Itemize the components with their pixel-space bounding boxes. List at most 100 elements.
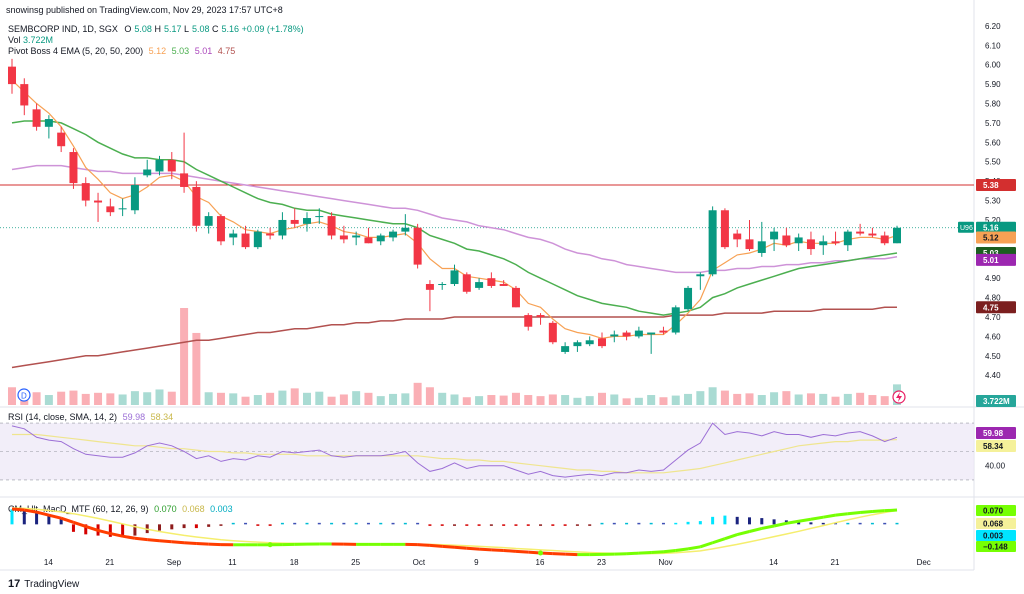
macd-histogram-bar xyxy=(22,510,26,525)
volume-bar xyxy=(499,395,508,405)
macd-badge-value: 0.003 xyxy=(983,532,1004,541)
symbol-title[interactable]: SEMBCORP IND, 1D, SGX xyxy=(8,24,118,34)
macd-histogram-bar xyxy=(133,524,137,536)
macd-line-segment xyxy=(552,552,566,556)
macd-badge xyxy=(976,541,1016,552)
rsi-label[interactable]: RSI (14, close, SMA, 14, 2) xyxy=(8,412,118,422)
ema5-line xyxy=(11,79,898,340)
candle-body xyxy=(462,274,471,292)
macd-line-segment xyxy=(823,513,836,519)
candle-body xyxy=(401,227,410,232)
candle-body xyxy=(598,338,606,347)
macd-histogram-bar xyxy=(489,524,493,526)
volume-bar xyxy=(278,390,287,405)
price-badge xyxy=(976,301,1016,314)
ema-label[interactable]: Pivot Boss 4 EMA (5, 20, 50, 200) xyxy=(8,46,144,56)
macd-histogram-bar xyxy=(35,513,39,525)
candle-body xyxy=(524,315,533,327)
volume-bar xyxy=(413,382,422,405)
rsi-legend: RSI (14, close, SMA, 14, 2) 59.98 58.34 xyxy=(8,412,173,422)
macd-histogram-bar xyxy=(305,522,309,525)
flash-glyph-icon xyxy=(896,392,902,402)
time-tick-label: 16 xyxy=(536,558,545,567)
price-tick-label: 4.70 xyxy=(985,313,1001,322)
macd-line-segment xyxy=(110,532,123,538)
price-tick-label: 5.50 xyxy=(985,158,1001,167)
macd-histogram-bar xyxy=(121,524,125,537)
candle-body xyxy=(192,186,201,226)
macd-label[interactable]: CM_Ult_MacD_MTF (60, 12, 26, 9) xyxy=(8,504,149,514)
candle-body xyxy=(69,152,78,184)
price-badge-value: 3.722M xyxy=(983,397,1010,406)
volume-bar xyxy=(376,396,385,405)
volume-bar xyxy=(511,392,520,405)
macd-histogram-bar xyxy=(698,521,702,525)
time-tick-label: 25 xyxy=(351,558,360,567)
candle-body xyxy=(216,216,225,242)
volume-bar xyxy=(389,393,398,405)
time-tick-label: 14 xyxy=(769,558,778,567)
candle-body xyxy=(8,66,16,85)
macd-histogram-bar xyxy=(158,524,161,531)
candle-body xyxy=(634,330,643,337)
price-badge xyxy=(976,221,1016,234)
ema20-line xyxy=(11,120,898,316)
macd-line-segment xyxy=(761,524,775,530)
macd-histogram-bar xyxy=(108,524,112,537)
macd-line-segment xyxy=(651,550,664,555)
symbol-badge xyxy=(958,221,974,233)
time-tick-label: 11 xyxy=(228,558,237,567)
volume-bar xyxy=(524,395,533,405)
candle-body xyxy=(745,239,754,250)
candle-body xyxy=(57,132,66,147)
macd-line-segment xyxy=(48,513,62,520)
macd-histogram-bar xyxy=(231,522,235,525)
macd-histogram-bar xyxy=(403,522,407,525)
macd-histogram-bar xyxy=(219,524,223,526)
rsi-ma-value: 58.34 xyxy=(150,412,174,422)
volume-label[interactable]: Vol xyxy=(8,35,21,45)
macd-histogram-bar xyxy=(760,518,764,525)
dividend-marker-icon xyxy=(17,388,31,402)
macd-histogram-bar xyxy=(170,524,174,530)
price-tick-label: 5.60 xyxy=(985,138,1001,147)
candle-body xyxy=(733,233,742,240)
candle-body xyxy=(856,231,865,234)
publish-info: snowinsg published on TradingView.com, N… xyxy=(6,5,283,15)
low-value: 5.08 xyxy=(192,24,210,34)
volume-bar xyxy=(69,390,78,405)
volume-bar xyxy=(573,397,582,405)
volume-bar xyxy=(57,391,66,405)
volume-bar xyxy=(327,396,336,405)
rsi-value: 59.98 xyxy=(122,412,146,422)
macd-histogram-bar xyxy=(330,522,334,525)
macd-line-segment xyxy=(724,533,738,541)
volume-legend: Vol 3.722M xyxy=(8,35,53,45)
candle-body xyxy=(130,185,139,211)
volume-bar xyxy=(192,332,201,405)
price-badge-value: 5.16 xyxy=(983,224,999,233)
volume-bar xyxy=(118,394,127,405)
macd-histogram-bar xyxy=(772,519,776,525)
volume-bar xyxy=(425,387,434,405)
macd-line-segment xyxy=(638,551,652,555)
candle-body xyxy=(180,173,189,187)
candle-body xyxy=(696,274,705,277)
macd-line-segment xyxy=(675,547,689,552)
candle-body xyxy=(229,233,238,238)
volume-bar xyxy=(634,397,643,405)
macd-badge-value: 0.070 xyxy=(983,507,1004,516)
volume-bar xyxy=(475,396,484,405)
time-tick-label: 21 xyxy=(105,558,114,567)
candle-body xyxy=(536,315,545,318)
macd-line-segment xyxy=(97,529,111,535)
price-tick-label: 4.90 xyxy=(985,274,1001,283)
macd-histogram-bar xyxy=(551,524,555,526)
tradingview-brand: TradingView xyxy=(24,578,80,590)
macd-histogram-bar xyxy=(612,522,616,525)
macd-histogram-bar xyxy=(71,524,75,532)
candle-body xyxy=(20,84,29,106)
tradingview-logo[interactable]: 17 TradingView xyxy=(8,578,79,590)
macd-histogram-bar xyxy=(342,522,346,525)
